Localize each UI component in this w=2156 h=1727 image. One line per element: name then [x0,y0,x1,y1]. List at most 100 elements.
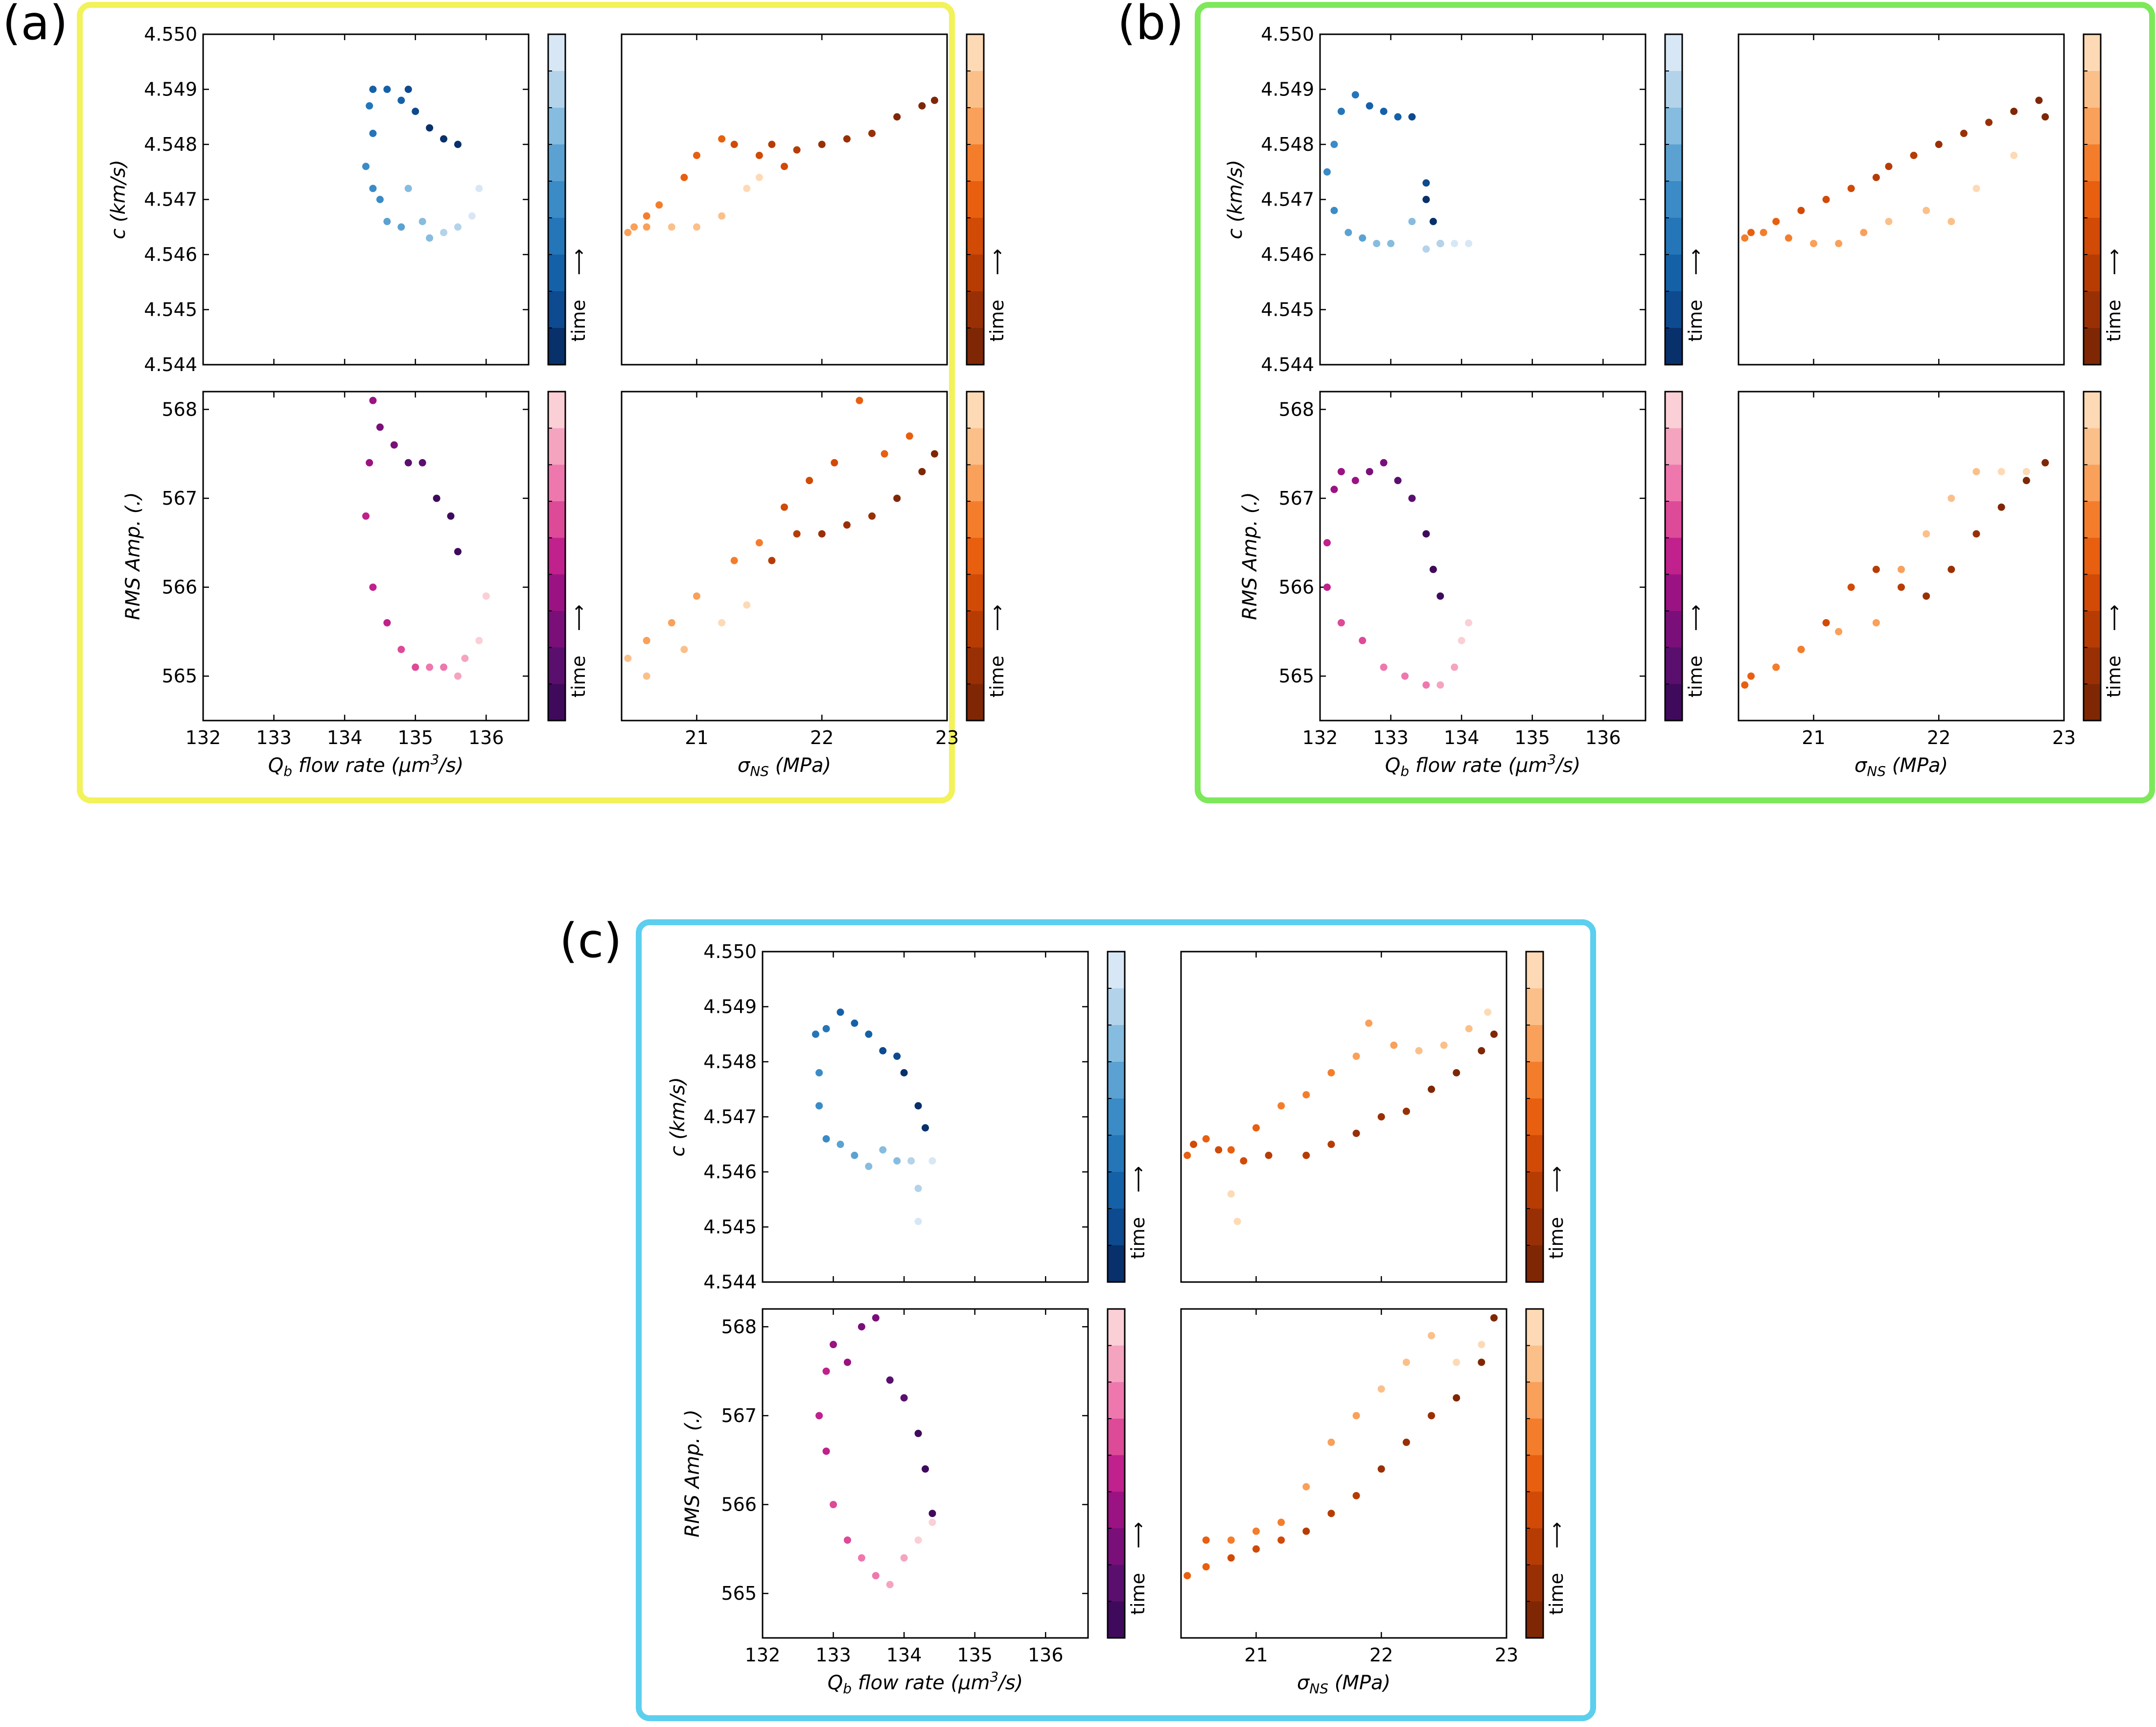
data-point [1478,1047,1485,1054]
data-point [1429,218,1437,225]
data-point [1923,207,1930,214]
colorbar-segment [2084,255,2101,292]
data-point [397,646,405,653]
data-point [1215,1146,1223,1154]
data-point [1190,1141,1198,1148]
data-point [1809,240,1817,247]
data-point [404,185,412,192]
x-tick-label: 22 [1927,727,1950,748]
data-point [755,539,763,547]
data-point [914,1217,922,1225]
data-point [718,135,726,143]
colorbar-segment [1665,218,1682,255]
colorbar-frame [1107,1308,1126,1639]
data-point [1453,1394,1461,1402]
x-tick-label: 136 [1028,1644,1064,1666]
colorbar-segment [548,392,565,429]
data-point [383,86,391,93]
colorbar-segment [548,71,565,108]
colorbar-segment [967,291,984,328]
data-point [1352,1129,1360,1137]
data-point [426,234,434,242]
data-point [475,637,483,645]
data-point [440,229,448,236]
data-point [1429,565,1437,573]
colorbar-frame [966,33,985,366]
data-point [1408,113,1416,121]
colorbar-segment [1108,1564,1125,1602]
data-point [1377,1113,1385,1120]
colorbar-label: time [986,300,1008,342]
data-point [1337,467,1345,475]
data-point [369,185,377,192]
y-axis-label-velocity: c (km/s) [667,1077,689,1156]
colorbar-segment [1526,1492,1543,1529]
colorbar-segment [1526,1564,1543,1602]
data-point [2035,96,2043,104]
data-point [2041,113,2049,121]
data-point [872,1572,880,1580]
data-point [1394,113,1402,121]
colorbar-segment [1526,1419,1543,1456]
x-axis-label-stress: σNS (MPa) [738,754,831,779]
data-point [1428,1331,1436,1339]
data-point [668,619,675,627]
data-point [1437,681,1444,689]
data-point [822,1025,830,1032]
x-tick-label: 134 [886,1644,922,1666]
colorbar-segment [1526,1309,1543,1346]
data-point [1847,583,1855,591]
axes-frame [621,391,948,722]
x-tick-label: 21 [1244,1644,1268,1666]
axes-frame [202,391,530,722]
colorbar-segment [548,428,565,465]
colorbar-segment [1665,611,1682,648]
data-point [930,450,938,458]
y-axis-label-rms: RMS Amp. (.) [681,1409,704,1537]
data-point [836,1008,844,1016]
data-point [1872,565,1880,573]
data-point [1202,1536,1210,1544]
data-point [858,1323,865,1330]
data-point [1327,1141,1335,1148]
x-axis-label-flow: Qb flow rate (μm3/s) [1385,751,1580,779]
axes-frame [202,33,530,366]
data-point [1277,1536,1285,1544]
colorbar-label: time [986,655,1008,698]
colorbar-segment [1665,428,1682,465]
data-point [918,102,926,110]
data-point [1327,1438,1335,1446]
colorbar-segment [1665,328,1682,365]
data-point [1402,1438,1410,1446]
colorbar-label: time [568,655,589,698]
data-point [1352,1052,1360,1060]
data-point [718,212,726,220]
data-point [900,1394,908,1402]
data-point [1797,207,1805,214]
colorbar-frame [2083,33,2102,366]
colorbar-label: time [2103,655,2125,698]
colorbar-segment [967,108,984,145]
data-point [1327,1510,1335,1517]
colorbar-segment [1526,952,1543,989]
panel-letter: (b) [1117,0,1184,50]
data-point [1366,467,1373,475]
colorbar-segment [2084,501,2101,538]
data-point [1484,1008,1492,1016]
data-point [1947,218,1955,225]
data-point [1437,240,1444,247]
colorbar-segment [2084,144,2101,182]
data-point [830,1501,837,1509]
data-point [1997,503,2005,511]
data-point [1465,240,1473,247]
colorbar-segment [967,684,984,721]
data-point [893,1157,901,1165]
data-point [1401,672,1409,680]
colorbar-segment [1665,501,1682,538]
axes-frame [1738,391,2065,722]
y-tick-label: 566 [721,1494,757,1516]
data-point [922,1465,929,1473]
data-point [718,619,726,627]
colorbar-segment [548,611,565,648]
data-point [865,1030,873,1038]
